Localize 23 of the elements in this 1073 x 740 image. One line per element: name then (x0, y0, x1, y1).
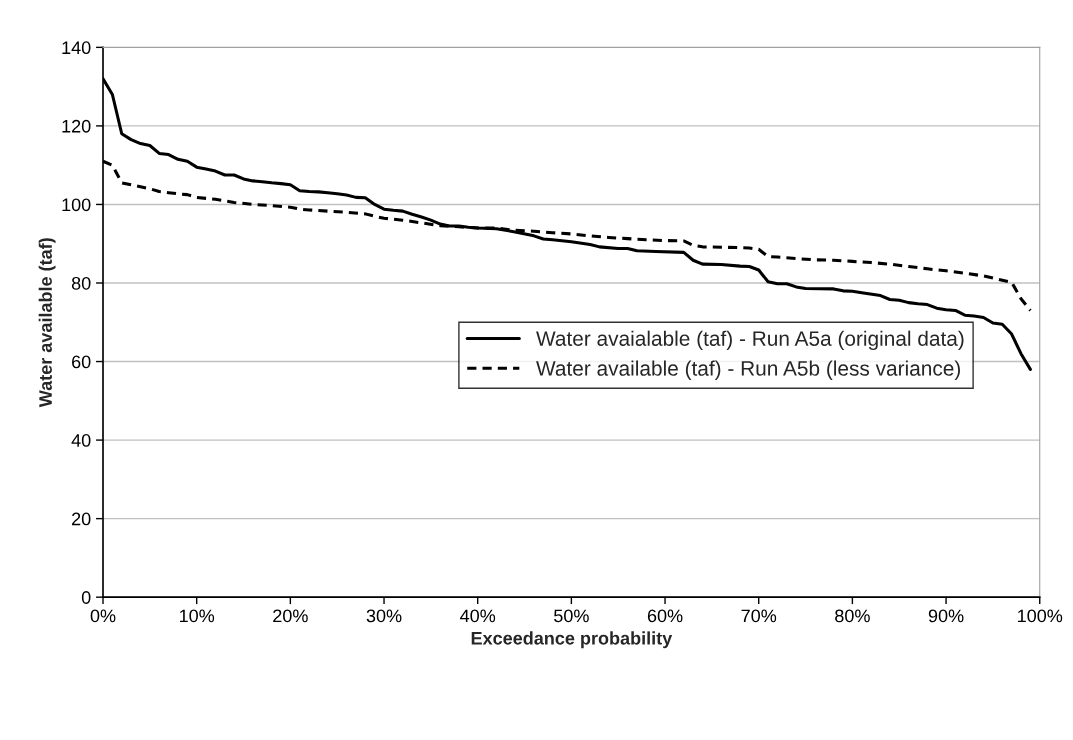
x-axis-title: Exceedance probability (471, 631, 673, 649)
x-tick-label: 60% (647, 609, 683, 623)
y-tick-label: 0 (81, 591, 91, 604)
x-tick-label: 50% (554, 609, 589, 623)
x-tick-label: 100% (1018, 609, 1063, 623)
legend-label: Water available (taf) - Run A5b (less variance) (536, 360, 961, 380)
y-tick-label: 40 (71, 434, 91, 447)
x-tick-label: 80% (835, 609, 870, 623)
y-tick-label: 140 (62, 41, 91, 55)
x-tick-label: 10% (179, 609, 215, 623)
y-tick-label: 80 (71, 276, 91, 290)
x-tick-label: 0% (90, 609, 116, 623)
legend-label: Water avaialable (taf) - Run A5a (original data) (536, 330, 964, 351)
x-tick-label: 30% (366, 609, 402, 623)
y-tick-label: 60 (72, 355, 91, 369)
x-tick-label: 40% (460, 609, 496, 623)
x-tick-label: 70% (741, 609, 777, 623)
x-tick-label: 20% (273, 609, 308, 623)
y-tick-label: 20 (72, 512, 91, 526)
y-tick-label: 100 (62, 198, 91, 212)
x-tick-label: 90% (928, 609, 964, 623)
y-tick-label: 120 (62, 119, 91, 133)
y-axis-title: Water available (taf) (38, 238, 56, 408)
